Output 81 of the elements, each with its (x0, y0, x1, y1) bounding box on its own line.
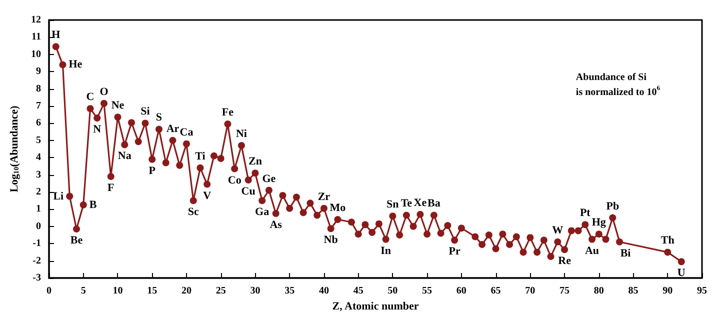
y-tick-label: 5 (36, 134, 41, 146)
x-tick-label: 5 (80, 286, 86, 296)
annotation: B (89, 198, 98, 211)
annotation: V (203, 190, 212, 202)
annotation: U (677, 267, 686, 280)
annotation: Nb (324, 234, 338, 246)
annotation: Ni (236, 128, 247, 140)
x-tick-label: 75 (560, 286, 570, 296)
annotation: In (380, 244, 392, 257)
annotation: Re (558, 255, 572, 268)
y-tick-label: 12 (31, 14, 41, 26)
annotation: Ti (195, 150, 206, 162)
x-tick-label: 40 (318, 286, 329, 296)
annotation: Xe (414, 196, 427, 209)
annotation: W (552, 224, 564, 236)
x-tick-label: 20 (181, 286, 192, 296)
annotation: Zn (248, 156, 262, 168)
annotation: Ar (166, 122, 180, 135)
x-tick-label: 80 (594, 286, 604, 296)
y-tick-label: 0 (36, 220, 41, 232)
annotation: Th (660, 234, 674, 247)
x-tick-label: 50 (388, 286, 398, 296)
y-tick-label: -1 (32, 238, 41, 250)
annotation: Pr (448, 246, 460, 258)
annotation: Te (400, 198, 412, 210)
annotation: S (156, 112, 162, 124)
annotation: Si (140, 106, 150, 118)
y-tick-label: 2 (36, 186, 41, 198)
y-tick-label: 3 (36, 169, 41, 180)
x-tick-label: 70 (525, 286, 536, 296)
y-tick-label: 9 (36, 66, 41, 78)
y-tick-label: 6 (36, 118, 41, 129)
x-tick-label: 10 (112, 286, 123, 296)
x-tick-label: 45 (353, 286, 364, 296)
annotation: O (100, 86, 109, 98)
x-tick-label: 90 (662, 286, 673, 296)
x-tick-label: 95 (697, 286, 707, 296)
x-tick-label: 85 (628, 286, 638, 296)
y-tick-label: 7 (36, 100, 41, 112)
x-tick-label: 65 (490, 286, 501, 296)
annotation: P (148, 164, 156, 177)
y-tick-label: 4 (36, 152, 41, 164)
annotation: Ba (428, 198, 441, 210)
annotation: Ca (180, 126, 194, 138)
annotation: Fe (222, 106, 234, 119)
y-tick-label: -2 (32, 255, 41, 266)
x-tick-label: 35 (284, 286, 295, 296)
annotation: C (86, 91, 94, 104)
x-tick-label: 55 (422, 286, 432, 296)
x-tick-label: 15 (147, 286, 158, 296)
y-tick-label: 10 (31, 48, 41, 60)
x-tick-label: 25 (216, 286, 226, 296)
y-tick-label: 8 (36, 83, 41, 94)
annotation: Pb (606, 200, 620, 212)
annotation: As (270, 219, 283, 231)
annotation: Sn (386, 198, 399, 211)
annotation: Hg (592, 216, 606, 229)
annotation: Ge (262, 172, 276, 185)
y-tick-label: -3 (32, 272, 41, 284)
annotation: Mo (330, 202, 346, 214)
annotation: Sc (188, 206, 199, 218)
annotation: Be (70, 234, 83, 246)
annotation: Li (53, 190, 64, 202)
annotation: He (68, 58, 82, 71)
annotation: F (107, 182, 114, 194)
annotation: N (93, 124, 102, 136)
annotation: Ga (255, 206, 270, 218)
annotation: Pt (580, 207, 591, 220)
x-axis-title: Z, Atomic number (332, 300, 419, 312)
x-tick-label: 0 (46, 286, 52, 296)
y-tick-label: 11 (32, 32, 41, 43)
x-tick-label: 60 (456, 286, 466, 296)
x-tick-label: 30 (250, 286, 260, 296)
annotation: Zr (318, 190, 330, 203)
y-tick-label: 1 (36, 204, 41, 215)
annotation: Na (118, 150, 132, 162)
annotation: Cu (241, 185, 256, 198)
annotation: Au (584, 244, 600, 257)
annotation: Ne (111, 100, 124, 112)
annotation: Co (228, 174, 242, 186)
annotation: Bi (620, 247, 631, 260)
